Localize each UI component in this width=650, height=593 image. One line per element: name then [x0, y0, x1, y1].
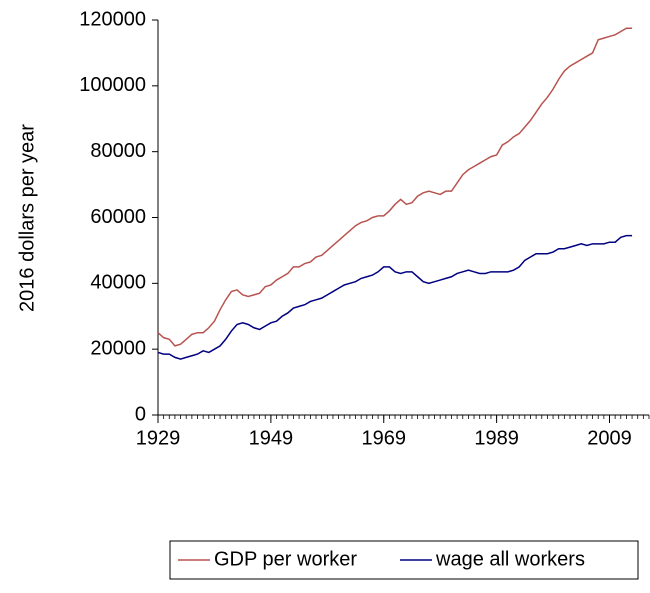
x-tick-label: 2009 — [587, 427, 632, 449]
legend-label: GDP per worker — [214, 548, 357, 570]
y-tick-label: 0 — [135, 403, 146, 425]
x-tick-label: 1989 — [474, 427, 519, 449]
y-tick-label: 40000 — [90, 272, 146, 294]
y-tick-label: 120000 — [79, 8, 146, 30]
x-tick-label: 1949 — [249, 427, 294, 449]
data-line — [157, 27, 633, 347]
y-tick-label: 100000 — [79, 74, 146, 96]
x-tick-label: 1929 — [136, 427, 181, 449]
y-tick-label: 60000 — [90, 206, 146, 228]
y-tick-label: 80000 — [90, 140, 146, 162]
y-tick-label: 20000 — [90, 337, 146, 359]
y-axis-label: 2016 dollars per year — [16, 124, 38, 312]
data-line — [157, 234, 633, 360]
x-tick-label: 1969 — [361, 427, 406, 449]
legend-label: wage all workers — [435, 548, 585, 570]
